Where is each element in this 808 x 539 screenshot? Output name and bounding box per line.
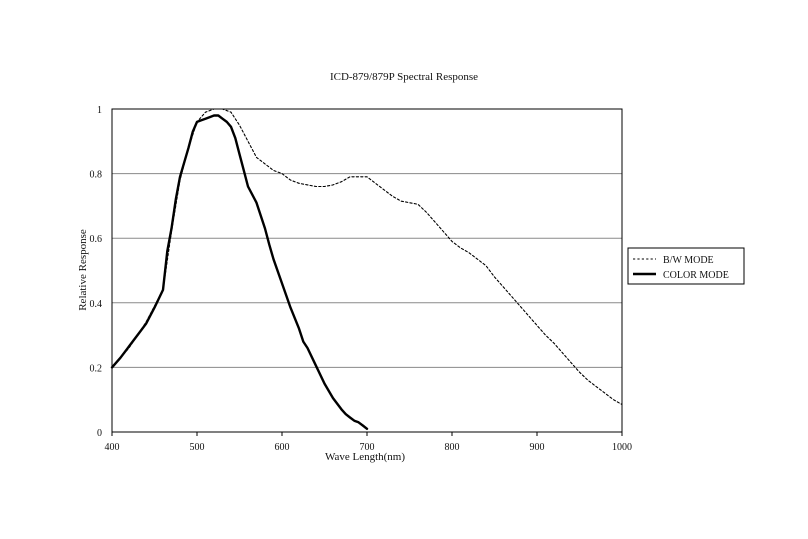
- legend: B/W MODE COLOR MODE: [627, 247, 745, 285]
- plot-area-frame: [111, 108, 623, 433]
- legend-box: [627, 247, 745, 285]
- series-lines: [110, 108, 623, 430]
- b-w-mode-line: [111, 108, 623, 406]
- y-axis-label: Relative Response: [77, 229, 89, 311]
- legend-label: COLOR MODE: [663, 270, 729, 281]
- x-tick-label: 600: [275, 442, 290, 453]
- x-tick-label: 1000: [612, 442, 632, 453]
- y-tick-label: 0.8: [90, 170, 103, 181]
- y-tick-label: 1: [97, 105, 102, 116]
- x-tick-label: 900: [530, 442, 545, 453]
- x-tick-label: 400: [105, 442, 120, 453]
- x-tick-label: 700: [360, 442, 375, 453]
- x-tick-label: 800: [445, 442, 460, 453]
- y-tick-label: 0: [97, 428, 102, 439]
- chart-title: ICD-879/879P Spectral Response: [330, 71, 478, 83]
- y-tick-label: 0.6: [90, 234, 103, 245]
- axes: 0 0.2 0.4 0.6 0.8 1 400 500 600 700 800 900 1000: [90, 105, 633, 453]
- y-tick-label: 0.4: [90, 299, 103, 310]
- color-mode-line: [110, 114, 369, 430]
- x-tick-label: 500: [190, 442, 205, 453]
- legend-label: B/W MODE: [663, 255, 714, 266]
- y-tick-label: 0.2: [90, 363, 103, 374]
- x-axis-label: Wave Length(nm): [325, 451, 405, 463]
